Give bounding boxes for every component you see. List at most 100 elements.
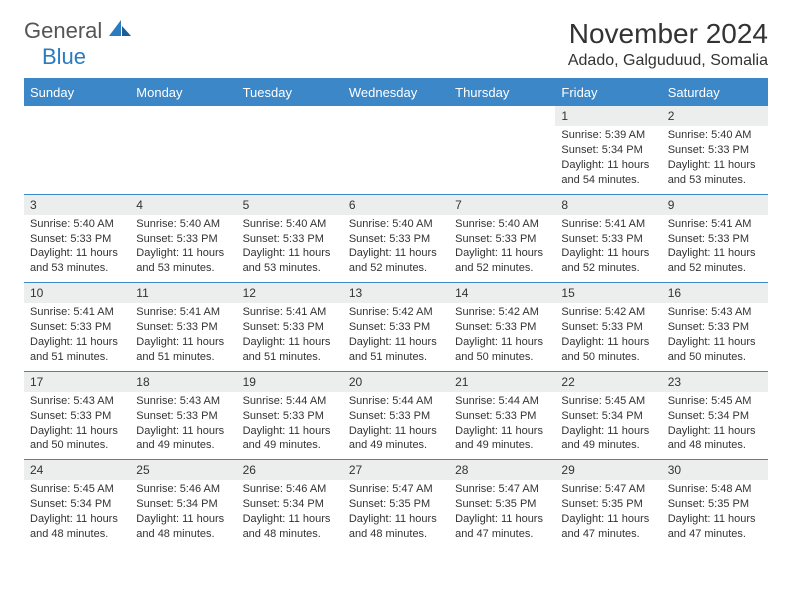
day-line: and 50 minutes. bbox=[455, 350, 549, 365]
day-line: Sunset: 5:33 PM bbox=[349, 232, 443, 247]
day-line: and 53 minutes. bbox=[136, 261, 230, 276]
day-number: 14 bbox=[449, 283, 555, 303]
day-line: Daylight: 11 hours bbox=[349, 424, 443, 439]
calendar-day: 8Sunrise: 5:41 AMSunset: 5:33 PMDaylight… bbox=[555, 194, 661, 283]
day-line: and 48 minutes. bbox=[349, 527, 443, 542]
day-content: Sunrise: 5:39 AMSunset: 5:34 PMDaylight:… bbox=[555, 126, 661, 193]
day-line: Sunrise: 5:40 AM bbox=[30, 217, 124, 232]
calendar-day: 2Sunrise: 5:40 AMSunset: 5:33 PMDaylight… bbox=[662, 106, 768, 195]
day-line: Sunrise: 5:39 AM bbox=[561, 128, 655, 143]
day-line: Sunrise: 5:43 AM bbox=[136, 394, 230, 409]
day-line: and 50 minutes. bbox=[561, 350, 655, 365]
logo-text-blue: Blue bbox=[42, 44, 86, 69]
day-content: Sunrise: 5:42 AMSunset: 5:33 PMDaylight:… bbox=[449, 303, 555, 370]
day-line: Sunset: 5:33 PM bbox=[455, 409, 549, 424]
day-line: Sunrise: 5:40 AM bbox=[136, 217, 230, 232]
day-line: and 53 minutes. bbox=[243, 261, 337, 276]
calendar-day: 23Sunrise: 5:45 AMSunset: 5:34 PMDayligh… bbox=[662, 371, 768, 460]
day-content: Sunrise: 5:43 AMSunset: 5:33 PMDaylight:… bbox=[130, 392, 236, 459]
location-label: Adado, Galguduud, Somalia bbox=[568, 52, 768, 70]
day-header: Tuesday bbox=[237, 79, 343, 106]
logo-sail-icon bbox=[109, 25, 131, 42]
day-line: Daylight: 11 hours bbox=[668, 335, 762, 350]
day-line: Sunrise: 5:44 AM bbox=[455, 394, 549, 409]
day-line: Sunrise: 5:48 AM bbox=[668, 482, 762, 497]
day-number: 17 bbox=[24, 372, 130, 392]
day-line: Sunrise: 5:42 AM bbox=[455, 305, 549, 320]
day-line: Sunset: 5:33 PM bbox=[30, 232, 124, 247]
calendar-day: 11Sunrise: 5:41 AMSunset: 5:33 PMDayligh… bbox=[130, 283, 236, 372]
day-line: and 52 minutes. bbox=[561, 261, 655, 276]
calendar-day: 6Sunrise: 5:40 AMSunset: 5:33 PMDaylight… bbox=[343, 194, 449, 283]
day-line: and 53 minutes. bbox=[30, 261, 124, 276]
day-line: Sunrise: 5:41 AM bbox=[668, 217, 762, 232]
day-line: Sunset: 5:35 PM bbox=[349, 497, 443, 512]
day-line: and 49 minutes. bbox=[243, 438, 337, 453]
day-line: and 52 minutes. bbox=[668, 261, 762, 276]
day-content bbox=[449, 110, 555, 168]
day-line: and 50 minutes. bbox=[668, 350, 762, 365]
day-line: Sunrise: 5:44 AM bbox=[243, 394, 337, 409]
calendar-day: 19Sunrise: 5:44 AMSunset: 5:33 PMDayligh… bbox=[237, 371, 343, 460]
calendar-day: 20Sunrise: 5:44 AMSunset: 5:33 PMDayligh… bbox=[343, 371, 449, 460]
day-line: Daylight: 11 hours bbox=[455, 512, 549, 527]
day-line: Sunrise: 5:41 AM bbox=[561, 217, 655, 232]
day-line: Sunset: 5:34 PM bbox=[136, 497, 230, 512]
day-line: Daylight: 11 hours bbox=[243, 246, 337, 261]
calendar-day bbox=[24, 106, 130, 195]
day-content: Sunrise: 5:47 AMSunset: 5:35 PMDaylight:… bbox=[343, 480, 449, 547]
calendar-day bbox=[449, 106, 555, 195]
day-line: Sunset: 5:34 PM bbox=[561, 143, 655, 158]
day-number: 19 bbox=[237, 372, 343, 392]
calendar-day bbox=[237, 106, 343, 195]
day-line: Sunset: 5:33 PM bbox=[668, 320, 762, 335]
day-line: Sunset: 5:33 PM bbox=[30, 409, 124, 424]
logo-text-general: General bbox=[24, 18, 102, 43]
day-line: Daylight: 11 hours bbox=[561, 335, 655, 350]
day-line: Sunrise: 5:46 AM bbox=[136, 482, 230, 497]
day-line: Sunrise: 5:44 AM bbox=[349, 394, 443, 409]
day-header-row: Sunday Monday Tuesday Wednesday Thursday… bbox=[24, 79, 768, 106]
day-line: Daylight: 11 hours bbox=[561, 424, 655, 439]
calendar-day: 12Sunrise: 5:41 AMSunset: 5:33 PMDayligh… bbox=[237, 283, 343, 372]
calendar-day: 15Sunrise: 5:42 AMSunset: 5:33 PMDayligh… bbox=[555, 283, 661, 372]
day-content: Sunrise: 5:48 AMSunset: 5:35 PMDaylight:… bbox=[662, 480, 768, 547]
day-line: and 50 minutes. bbox=[30, 438, 124, 453]
day-line: Sunset: 5:35 PM bbox=[561, 497, 655, 512]
calendar-day: 16Sunrise: 5:43 AMSunset: 5:33 PMDayligh… bbox=[662, 283, 768, 372]
calendar-week: 3Sunrise: 5:40 AMSunset: 5:33 PMDaylight… bbox=[24, 194, 768, 283]
day-header: Monday bbox=[130, 79, 236, 106]
calendar-day: 18Sunrise: 5:43 AMSunset: 5:33 PMDayligh… bbox=[130, 371, 236, 460]
day-line: Daylight: 11 hours bbox=[30, 246, 124, 261]
day-number: 24 bbox=[24, 460, 130, 480]
day-content: Sunrise: 5:42 AMSunset: 5:33 PMDaylight:… bbox=[555, 303, 661, 370]
day-header: Saturday bbox=[662, 79, 768, 106]
calendar-day: 17Sunrise: 5:43 AMSunset: 5:33 PMDayligh… bbox=[24, 371, 130, 460]
day-header: Friday bbox=[555, 79, 661, 106]
day-number: 9 bbox=[662, 195, 768, 215]
day-number: 27 bbox=[343, 460, 449, 480]
day-line: Sunset: 5:33 PM bbox=[455, 232, 549, 247]
day-line: Sunrise: 5:43 AM bbox=[30, 394, 124, 409]
day-number: 21 bbox=[449, 372, 555, 392]
calendar-day: 27Sunrise: 5:47 AMSunset: 5:35 PMDayligh… bbox=[343, 460, 449, 548]
calendar-day: 22Sunrise: 5:45 AMSunset: 5:34 PMDayligh… bbox=[555, 371, 661, 460]
day-content bbox=[237, 110, 343, 168]
day-line: and 52 minutes. bbox=[349, 261, 443, 276]
day-number: 29 bbox=[555, 460, 661, 480]
day-line: Sunrise: 5:40 AM bbox=[349, 217, 443, 232]
day-line: Daylight: 11 hours bbox=[136, 512, 230, 527]
day-content: Sunrise: 5:41 AMSunset: 5:33 PMDaylight:… bbox=[237, 303, 343, 370]
day-line: Daylight: 11 hours bbox=[30, 512, 124, 527]
calendar-day: 26Sunrise: 5:46 AMSunset: 5:34 PMDayligh… bbox=[237, 460, 343, 548]
day-line: Daylight: 11 hours bbox=[668, 512, 762, 527]
day-line: Sunrise: 5:40 AM bbox=[455, 217, 549, 232]
day-line: Sunrise: 5:40 AM bbox=[243, 217, 337, 232]
day-line: Sunset: 5:33 PM bbox=[243, 409, 337, 424]
day-line: Sunset: 5:33 PM bbox=[668, 143, 762, 158]
day-number: 26 bbox=[237, 460, 343, 480]
day-line: Daylight: 11 hours bbox=[136, 424, 230, 439]
title-block: November 2024 Adado, Galguduud, Somalia bbox=[568, 18, 768, 70]
day-line: Sunrise: 5:43 AM bbox=[668, 305, 762, 320]
day-line: Daylight: 11 hours bbox=[136, 335, 230, 350]
